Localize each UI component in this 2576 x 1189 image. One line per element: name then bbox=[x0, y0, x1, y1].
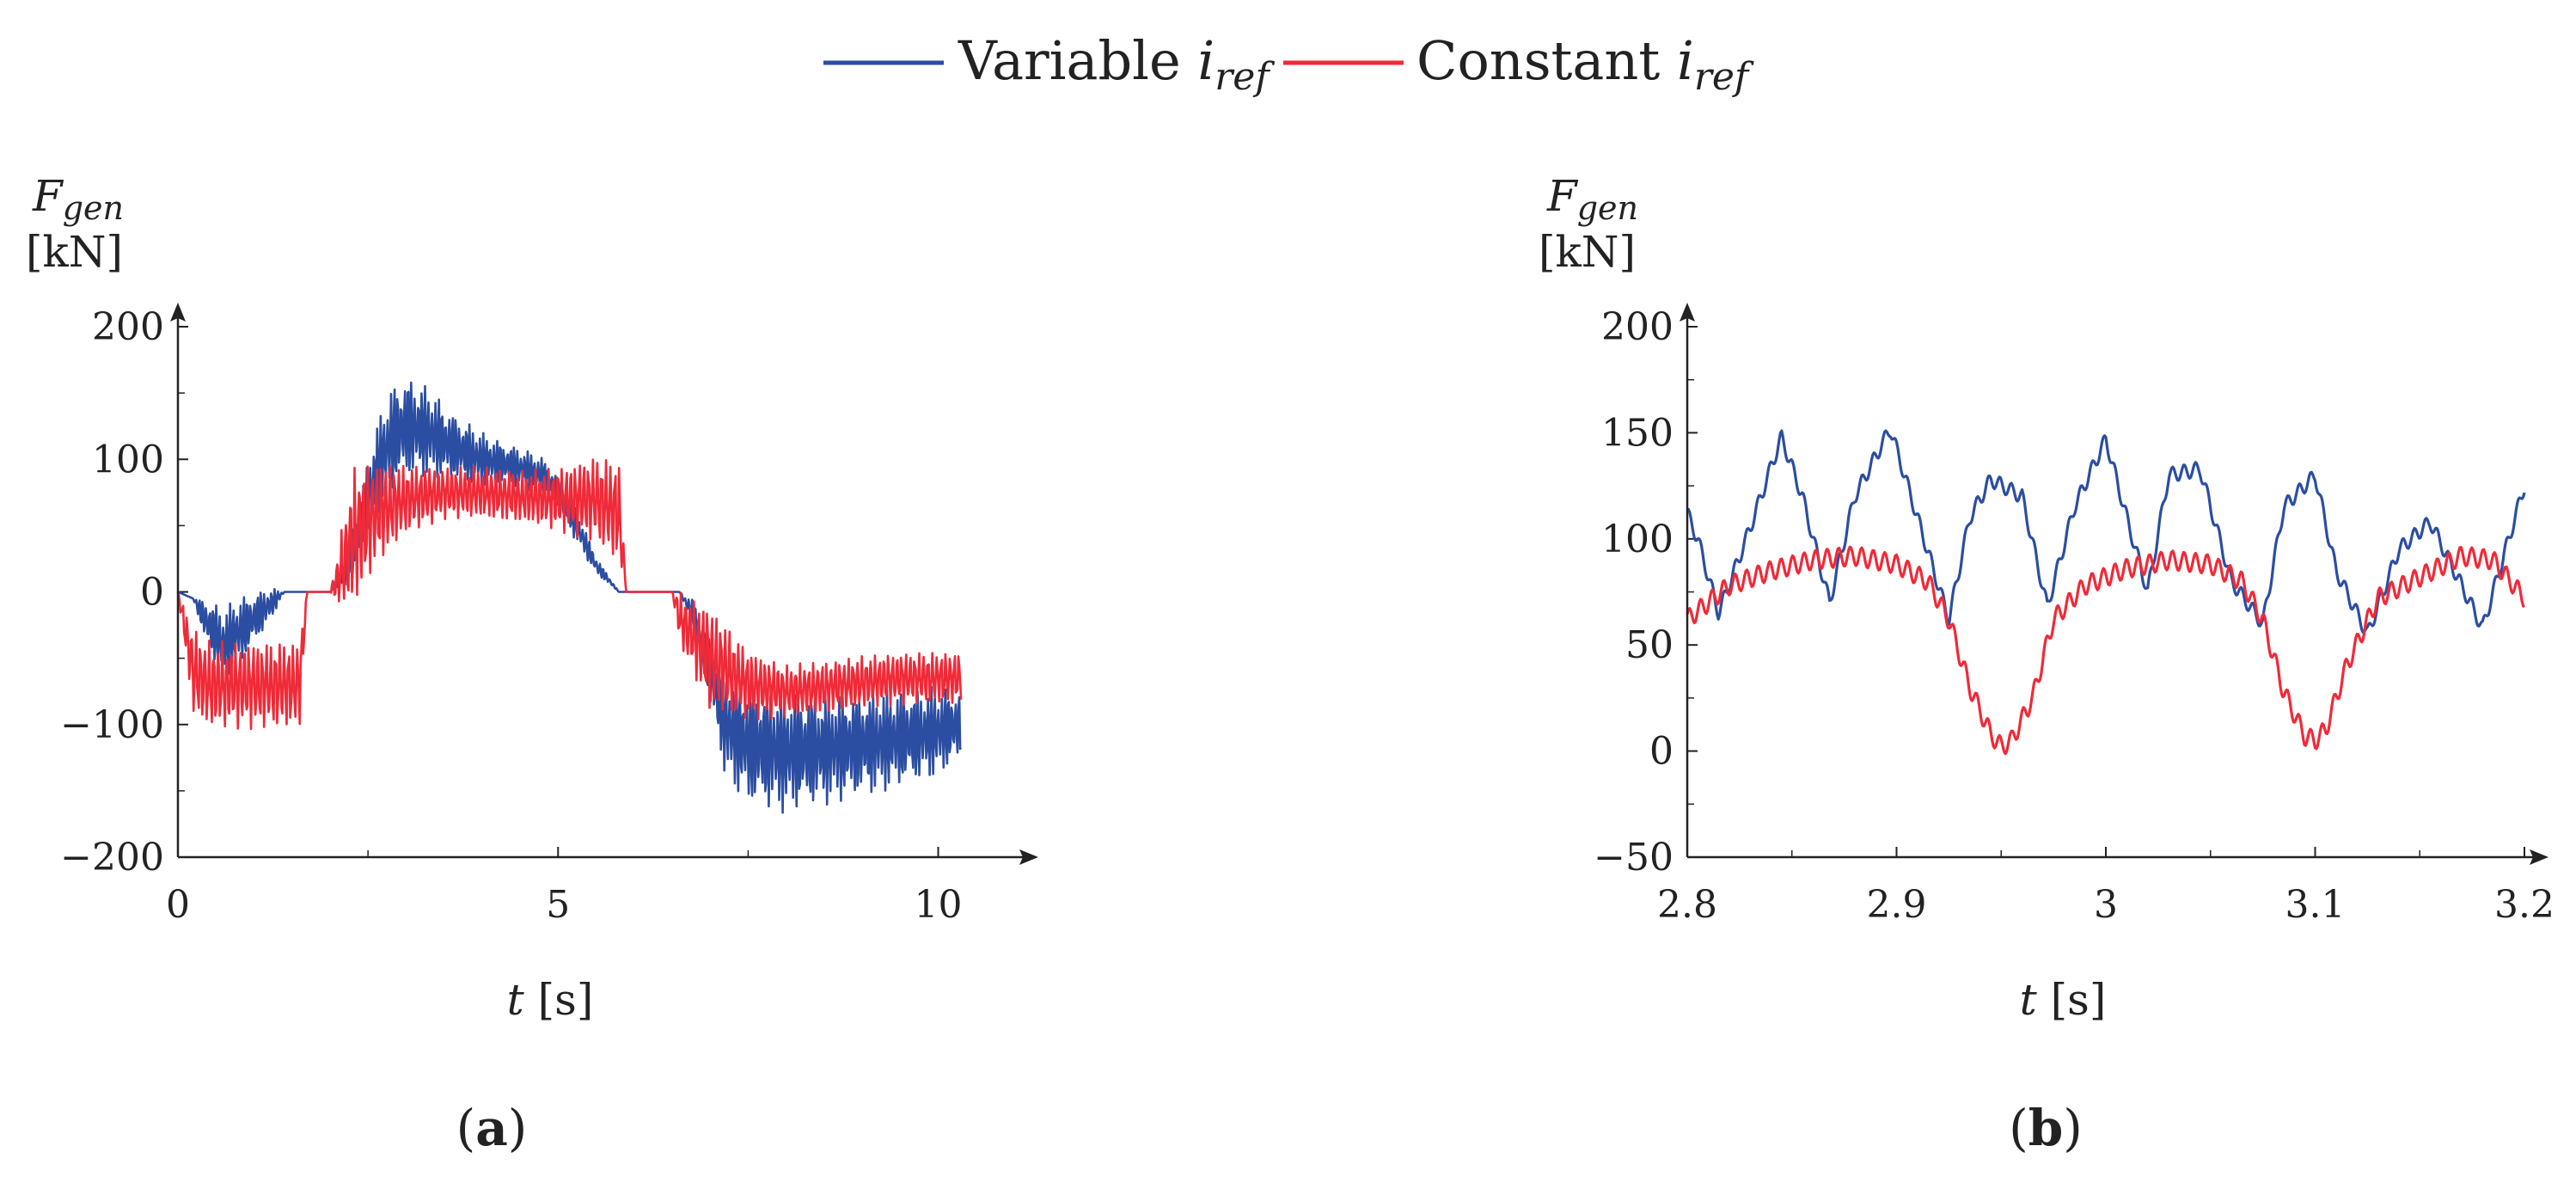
y-tick-label-b-3: 100 bbox=[1601, 518, 1673, 561]
series-line-a-1 bbox=[176, 458, 963, 731]
y-axis-label-b: Fgen bbox=[1546, 171, 1638, 227]
x-tick-label-b-2: 3 bbox=[2094, 883, 2118, 927]
series-line-b-0 bbox=[1686, 429, 2526, 634]
y-axis-arrow-b bbox=[1680, 303, 1695, 322]
y-tick-label-b-1: 0 bbox=[1649, 730, 1673, 774]
y-tick-label-b-4: 150 bbox=[1601, 411, 1673, 455]
x-tick-label-a-1: 5 bbox=[546, 883, 570, 927]
x-tick-label-a-2: 10 bbox=[915, 883, 963, 927]
chart-panel-b: Fgen [kN] −50 0 50 100 150 200 2.8 2.9 3 3.1 3.2 t… bbox=[1539, 171, 2555, 1157]
series-line-b-1 bbox=[1686, 545, 2525, 756]
axes-a bbox=[170, 303, 1038, 865]
x-tick-label-b-4: 3.2 bbox=[2494, 883, 2555, 927]
x-axis-label-a: t [s] bbox=[507, 975, 594, 1025]
y-tick-label-a-2: 0 bbox=[140, 571, 164, 615]
ticks-a: −200 −100 0 100 200 0 5 10 bbox=[60, 305, 962, 927]
x-tick-label-b-1: 2.9 bbox=[1867, 883, 1927, 927]
legend: Variable iref Constant iref bbox=[823, 29, 1754, 99]
y-tick-label-a-3: 100 bbox=[92, 438, 164, 481]
panel-caption-a: (a) bbox=[456, 1099, 528, 1157]
x-tick-label-b-3: 3.1 bbox=[2285, 883, 2346, 927]
legend-label-variable: Variable iref bbox=[958, 29, 1275, 99]
x-axis-arrow-b bbox=[2530, 849, 2548, 865]
y-axis-label-a: Fgen bbox=[32, 171, 124, 227]
chart-panel-a: Fgen [kN] −200 −100 0 100 200 0 5 10 t [s] (a) bbox=[26, 171, 1038, 1157]
panel-caption-b: (b) bbox=[2009, 1099, 2083, 1157]
y-tick-label-a-1: −100 bbox=[60, 703, 164, 747]
y-tick-label-a-0: −200 bbox=[60, 836, 164, 879]
ticks-b: −50 0 50 100 150 200 2.8 2.9 3 3.1 3.2 bbox=[1594, 305, 2555, 927]
series-line-a-0 bbox=[177, 381, 963, 814]
y-axis-unit-a: [kN] bbox=[26, 227, 123, 277]
series-b bbox=[1686, 429, 2526, 756]
y-axis-unit-b: [kN] bbox=[1539, 227, 1636, 277]
x-tick-label-b-0: 2.8 bbox=[1657, 883, 1717, 927]
y-axis-arrow-a bbox=[170, 303, 186, 322]
y-tick-label-b-0: −50 bbox=[1594, 836, 1673, 879]
y-tick-label-b-5: 200 bbox=[1601, 305, 1673, 349]
series-a bbox=[176, 381, 963, 814]
x-tick-label-a-0: 0 bbox=[166, 883, 190, 927]
axes-b bbox=[1680, 303, 2548, 865]
y-tick-label-a-4: 200 bbox=[92, 305, 164, 349]
x-axis-arrow-a bbox=[1019, 849, 1038, 865]
legend-label-constant: Constant iref bbox=[1416, 29, 1754, 99]
y-tick-label-b-2: 50 bbox=[1625, 623, 1673, 667]
x-axis-label-b: t [s] bbox=[2020, 975, 2107, 1025]
